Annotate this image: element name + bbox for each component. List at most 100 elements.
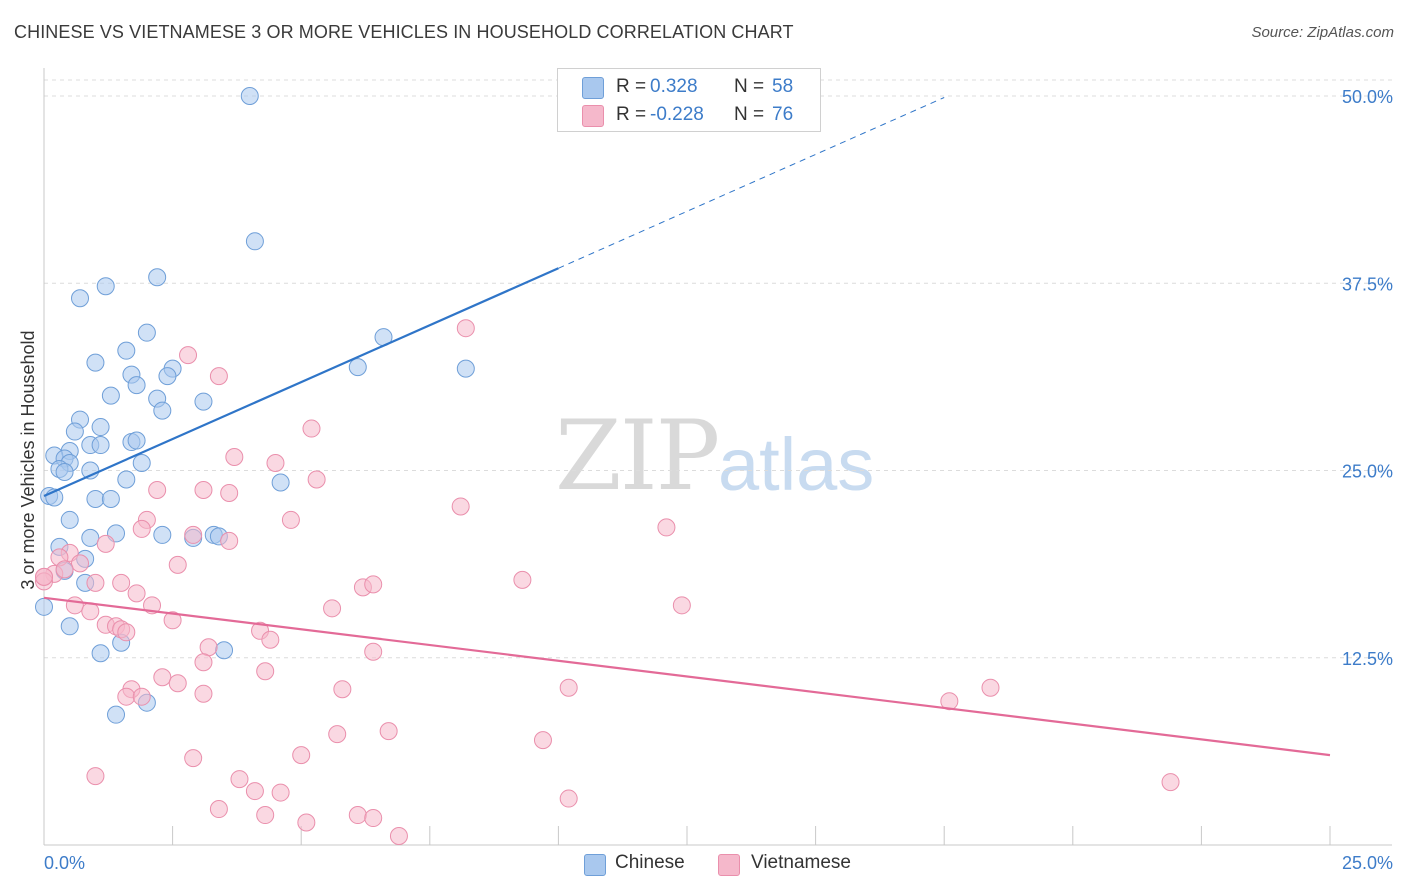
vietnamese-point (117, 687, 136, 706)
vietnamese-point (112, 573, 131, 592)
vietnamese-point (55, 560, 74, 579)
vietnamese-point (271, 783, 290, 802)
vietnamese-point (348, 806, 367, 825)
chinese-point (117, 341, 136, 360)
vietnamese-point (127, 584, 146, 603)
y-tick-label: 50.0% (1342, 87, 1393, 107)
vietnamese-point (153, 668, 172, 687)
x-tick-label: 25.0% (1342, 853, 1393, 873)
vietnamese-point (379, 722, 398, 741)
vietnamese-point (559, 678, 578, 697)
chinese-point (127, 376, 146, 395)
chinese-point (137, 323, 156, 342)
vietnamese-point (220, 483, 239, 502)
chinese-point (153, 401, 172, 420)
vietnamese-point (672, 596, 691, 615)
chinese-point (215, 641, 234, 660)
chinese-point (60, 617, 79, 636)
vietnamese-point (261, 630, 280, 649)
vietnamese-trend-line (43, 596, 1331, 757)
vietnamese-point (389, 827, 408, 846)
legend-r-label: R = (616, 76, 647, 97)
legend-r-value: 0.328 (650, 76, 698, 97)
vietnamese-point (163, 611, 182, 630)
vietnamese-point (194, 684, 213, 703)
chinese-point (91, 418, 110, 437)
vietnamese-point (148, 480, 167, 499)
chinese-point (456, 359, 475, 378)
vietnamese-point (266, 454, 285, 473)
chinese-point (194, 392, 213, 411)
vietnamese-point (117, 623, 136, 642)
vietnamese-point (451, 497, 470, 516)
watermark-atlas: atlas (718, 423, 875, 506)
legend-row-vietnamese: R = -0.228 N = 76 (558, 101, 820, 129)
vietnamese-point (302, 419, 321, 438)
vietnamese-point (333, 680, 352, 699)
vietnamese-point (132, 519, 151, 538)
chinese-point (240, 87, 259, 105)
chart-title: CHINESE VS VIETNAMESE 3 OR MORE VEHICLES… (14, 22, 794, 42)
vietnamese-point (184, 525, 203, 544)
vietnamese-point (199, 638, 218, 657)
legend-r-value: -0.228 (650, 104, 704, 125)
vietnamese-legend-swatch (718, 854, 740, 876)
chinese-point (101, 386, 120, 405)
vietnamese-point (209, 800, 228, 819)
chinese-point (117, 470, 136, 489)
vietnamese-point (184, 749, 203, 768)
correlation-legend: R = 0.328 N = 58 R = -0.228 N = 76 (557, 68, 821, 132)
legend-n-value: 76 (772, 104, 794, 125)
vietnamese-point (168, 555, 187, 574)
chinese-trend-extension (558, 97, 945, 269)
y-tick-label: 25.0% (1342, 462, 1393, 482)
watermark-zip: ZIP (555, 400, 720, 512)
chinese-point (91, 436, 110, 455)
chinese-point (96, 277, 115, 296)
vietnamese-point (533, 731, 552, 750)
vietnamese-point (86, 573, 105, 592)
legend-n-value: 58 (772, 76, 794, 97)
chinese-point (132, 454, 151, 473)
vietnamese-point (1161, 773, 1180, 792)
chinese-legend-label: Chinese (615, 852, 685, 873)
vietnamese-point (328, 725, 347, 744)
vietnamese-point (179, 346, 198, 365)
vietnamese-point (981, 678, 1000, 697)
vietnamese-point (281, 510, 300, 529)
vietnamese-point (132, 687, 151, 706)
vietnamese-point (364, 575, 383, 594)
chinese-legend-swatch (584, 854, 606, 876)
vietnamese-point (323, 599, 342, 618)
vietnamese-point (657, 518, 676, 537)
vietnamese-point (513, 570, 532, 589)
vietnamese-point (256, 806, 275, 825)
chinese-point (107, 705, 126, 724)
chinese-point (101, 489, 120, 508)
chinese-point (148, 268, 167, 287)
vietnamese-point (96, 534, 115, 553)
legend-row-chinese: R = 0.328 N = 58 (558, 73, 820, 101)
chinese-point (55, 462, 74, 481)
vietnamese-point (230, 770, 249, 789)
y-axis-label: 3 or more Vehicles in Household (18, 330, 38, 589)
x-tick-label: 0.0% (44, 853, 85, 873)
vietnamese-swatch (582, 105, 604, 127)
vietnamese-point (220, 531, 239, 550)
chinese-point (245, 232, 264, 251)
vietnamese-point (65, 596, 84, 615)
y-tick-label: 37.5% (1342, 274, 1393, 294)
vietnamese-point (194, 480, 213, 499)
vietnamese-point (456, 319, 475, 338)
chinese-point (348, 358, 367, 377)
vietnamese-point (209, 367, 228, 386)
y-tick-label: 12.5% (1342, 649, 1393, 669)
vietnamese-point (168, 674, 187, 693)
vietnamese-point (940, 692, 959, 711)
vietnamese-point (297, 813, 316, 832)
chinese-swatch (582, 77, 604, 99)
chinese-point (158, 367, 177, 386)
chinese-point (86, 489, 105, 508)
vietnamese-point (364, 809, 383, 828)
